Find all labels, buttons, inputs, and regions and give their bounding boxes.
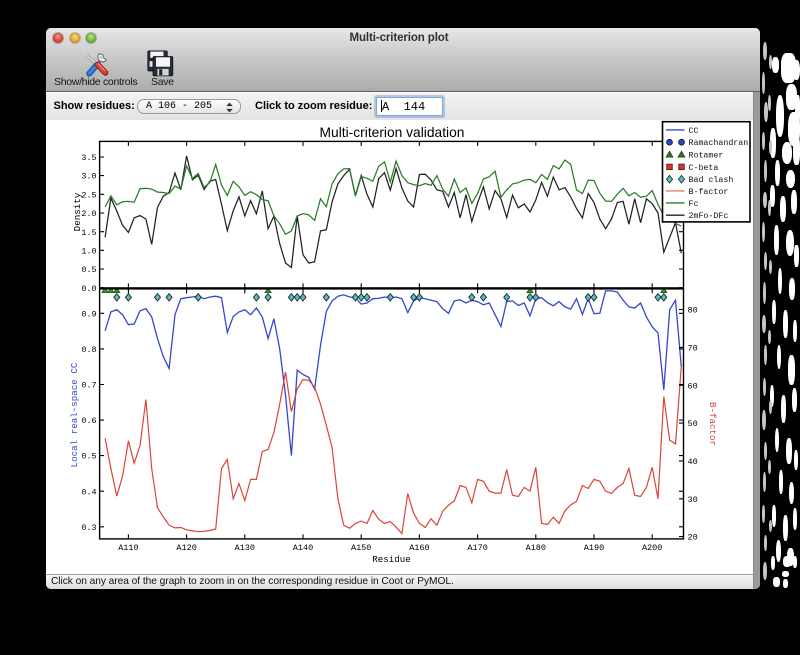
svg-text:0.6: 0.6 [81,416,96,426]
svg-text:0.3: 0.3 [81,523,96,533]
svg-text:Local real-space CC: Local real-space CC [69,362,80,467]
svg-text:B-factor: B-factor [707,402,718,446]
svg-text:0.9: 0.9 [81,309,96,319]
svg-text:2mFo-DFc: 2mFo-DFc [689,212,729,221]
svg-text:80: 80 [688,306,698,316]
svg-text:A120: A120 [176,543,196,553]
svg-text:A150: A150 [351,543,371,553]
svg-text:Density: Density [72,192,83,231]
svg-text:B-factor: B-factor [689,187,729,197]
svg-text:Residue: Residue [372,554,411,565]
svg-text:C-beta: C-beta [689,163,719,173]
svg-text:A160: A160 [409,543,429,553]
svg-text:30: 30 [688,495,698,505]
svg-text:A130: A130 [235,543,255,553]
svg-text:3.5: 3.5 [81,153,96,163]
svg-text:Fc: Fc [689,200,699,209]
svg-text:70: 70 [688,344,698,354]
svg-text:2.5: 2.5 [81,190,96,200]
svg-text:3.0: 3.0 [81,172,96,182]
svg-text:A190: A190 [584,543,604,553]
svg-text:0.5: 0.5 [81,265,96,275]
svg-text:CC: CC [689,127,699,136]
svg-text:40: 40 [688,457,698,467]
svg-text:20: 20 [688,533,698,543]
svg-text:2.0: 2.0 [81,209,96,219]
svg-text:0.5: 0.5 [81,452,96,462]
svg-text:A200: A200 [642,543,662,553]
svg-text:0.8: 0.8 [81,345,96,355]
svg-text:A140: A140 [293,543,313,553]
svg-text:1.5: 1.5 [81,228,96,238]
svg-text:60: 60 [688,381,698,391]
svg-text:Ramachandran: Ramachandran [689,138,749,148]
svg-text:50: 50 [688,419,698,429]
svg-text:1.0: 1.0 [81,246,96,256]
svg-text:A180: A180 [526,543,546,553]
svg-text:Multi-criterion validation: Multi-criterion validation [320,125,465,140]
svg-text:0.7: 0.7 [81,381,96,391]
svg-text:A110: A110 [118,543,138,553]
svg-text:A170: A170 [467,543,487,553]
svg-text:Rotamer: Rotamer [689,152,724,161]
svg-text:Bad clash: Bad clash [689,175,734,185]
svg-text:0.0: 0.0 [81,284,96,294]
svg-text:0.4: 0.4 [81,487,96,497]
